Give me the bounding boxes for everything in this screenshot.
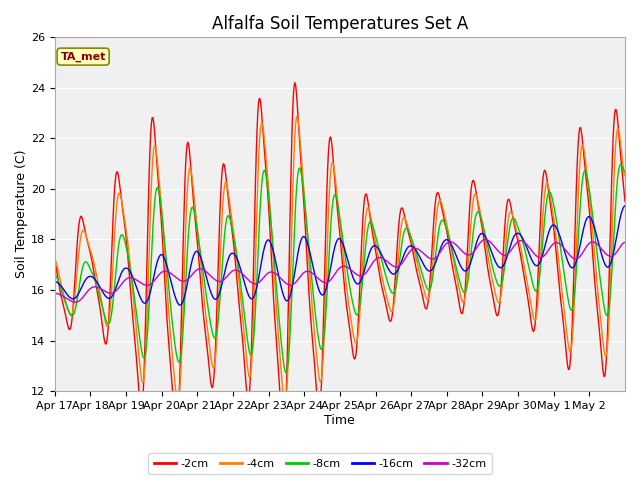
-32cm xyxy=(72,299,79,305)
-8cm xyxy=(51,272,59,278)
-4cm xyxy=(293,113,301,119)
Title: Alfalfa Soil Temperatures Set A: Alfalfa Soil Temperatures Set A xyxy=(212,15,468,33)
-2cm xyxy=(291,80,299,85)
-16cm xyxy=(431,260,439,266)
-8cm xyxy=(251,320,259,325)
Line: -16cm: -16cm xyxy=(55,206,625,305)
Line: -2cm: -2cm xyxy=(55,83,625,437)
-2cm xyxy=(432,193,440,199)
-2cm xyxy=(280,434,287,440)
-32cm xyxy=(252,281,259,287)
-16cm xyxy=(177,302,184,308)
-2cm xyxy=(118,198,125,204)
-2cm xyxy=(251,209,259,215)
Legend: -2cm, -4cm, -8cm, -16cm, -32cm: -2cm, -4cm, -8cm, -16cm, -32cm xyxy=(148,453,492,474)
-16cm xyxy=(621,203,629,209)
-32cm xyxy=(621,240,629,245)
-32cm xyxy=(399,258,407,264)
-32cm xyxy=(118,280,126,286)
-32cm xyxy=(481,237,489,242)
-8cm xyxy=(399,232,407,238)
-8cm xyxy=(282,370,290,376)
-8cm xyxy=(617,162,625,168)
-16cm xyxy=(118,270,125,276)
Line: -8cm: -8cm xyxy=(55,165,625,373)
-2cm xyxy=(273,337,280,343)
-16cm xyxy=(252,289,259,295)
-8cm xyxy=(431,253,439,259)
X-axis label: Time: Time xyxy=(324,414,355,427)
-8cm xyxy=(273,284,280,289)
-2cm xyxy=(621,198,629,204)
-4cm xyxy=(51,257,59,263)
-4cm xyxy=(251,281,259,287)
-4cm xyxy=(118,198,125,204)
-4cm xyxy=(223,180,230,186)
-2cm xyxy=(51,257,59,263)
Line: -32cm: -32cm xyxy=(55,240,625,302)
Y-axis label: Soil Temperature (C): Soil Temperature (C) xyxy=(15,150,28,278)
-2cm xyxy=(401,211,408,217)
-2cm xyxy=(223,179,230,185)
-4cm xyxy=(273,303,280,309)
-8cm xyxy=(118,232,125,238)
Text: TA_met: TA_met xyxy=(60,51,106,62)
-16cm xyxy=(223,259,231,265)
-32cm xyxy=(51,290,59,296)
Line: -4cm: -4cm xyxy=(55,116,625,403)
-8cm xyxy=(223,216,230,222)
-4cm xyxy=(621,173,629,179)
-4cm xyxy=(401,215,408,220)
-4cm xyxy=(282,400,289,406)
-32cm xyxy=(273,272,281,277)
-4cm xyxy=(432,217,440,223)
-16cm xyxy=(399,253,407,259)
-16cm xyxy=(273,265,281,271)
-16cm xyxy=(51,279,59,285)
-8cm xyxy=(621,169,629,175)
-32cm xyxy=(431,255,439,261)
-32cm xyxy=(223,273,231,279)
